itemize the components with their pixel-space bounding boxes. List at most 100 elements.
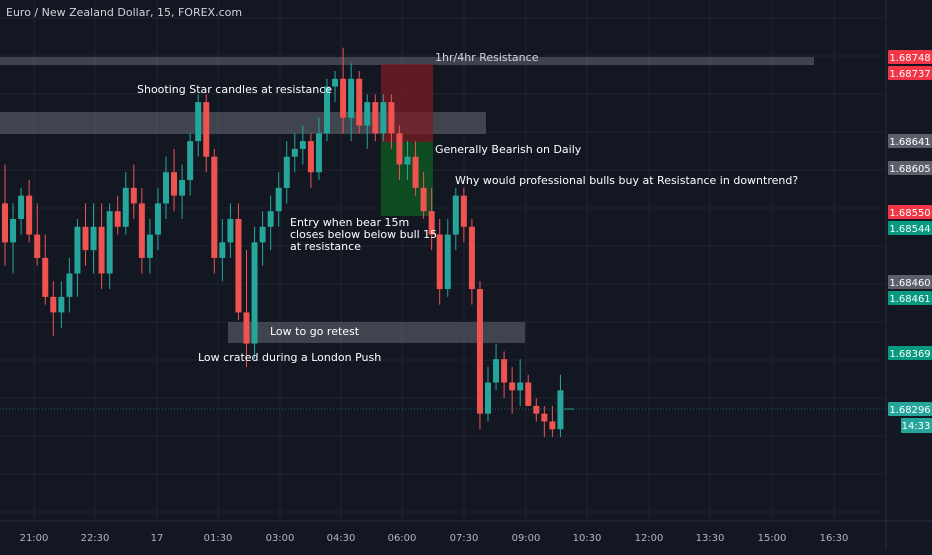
candle[interactable]: [146, 218, 153, 274]
candle-body: [203, 102, 210, 157]
candle[interactable]: [259, 211, 266, 266]
candle[interactable]: [251, 226, 258, 360]
price-scale[interactable]: 1.68748 1.68737 1.68641 1.68605 1.68550 1.685…: [885, 0, 932, 550]
candle[interactable]: [468, 218, 475, 305]
candle[interactable]: [58, 281, 65, 329]
candle[interactable]: [122, 172, 129, 235]
candle[interactable]: [549, 405, 556, 438]
candle[interactable]: [98, 203, 105, 290]
candle[interactable]: [485, 366, 491, 422]
candle-body: [267, 211, 274, 227]
candle[interactable]: [2, 164, 8, 266]
annotation-low-retest: Low to go retest: [270, 325, 360, 338]
candle[interactable]: [525, 374, 532, 406]
candle[interactable]: [10, 203, 17, 274]
candle[interactable]: [412, 141, 419, 196]
candle[interactable]: [517, 359, 524, 406]
candle[interactable]: [420, 172, 427, 219]
candle[interactable]: [436, 218, 443, 305]
candle-body: [428, 211, 435, 235]
candle[interactable]: [452, 187, 459, 251]
candle[interactable]: [501, 351, 508, 399]
candle[interactable]: [541, 405, 548, 438]
candle[interactable]: [348, 63, 355, 142]
candle-body: [388, 102, 395, 134]
candle[interactable]: [396, 125, 403, 181]
candle[interactable]: [227, 203, 234, 258]
candle[interactable]: [106, 203, 113, 290]
candle[interactable]: [82, 203, 89, 266]
candle[interactable]: [476, 281, 483, 430]
candle[interactable]: [388, 94, 395, 149]
candle-body: [243, 312, 250, 344]
candle[interactable]: [26, 180, 33, 243]
candle-body: [485, 382, 491, 414]
candle-body: [533, 405, 540, 414]
candle[interactable]: [460, 187, 467, 243]
candle[interactable]: [380, 94, 387, 142]
time-label: 01:30: [204, 533, 233, 544]
countdown-text: 14:33: [902, 421, 931, 432]
candle[interactable]: [74, 218, 81, 297]
annotation-entry-line3: at resistance: [290, 240, 361, 253]
candle[interactable]: [533, 398, 540, 422]
candle[interactable]: [444, 218, 451, 297]
candle-body: [219, 242, 226, 258]
candle[interactable]: [90, 203, 97, 274]
candle[interactable]: [66, 257, 73, 313]
candle-body: [66, 273, 73, 297]
candle-body: [114, 211, 121, 227]
annotation-low-london: Low crated during a London Push: [198, 351, 381, 364]
candle[interactable]: [195, 94, 202, 157]
price-label: 1.68461: [889, 294, 930, 305]
candle[interactable]: [211, 148, 218, 274]
low-retest-zone[interactable]: [228, 322, 525, 343]
candle[interactable]: [557, 374, 564, 438]
candle-body: [372, 102, 379, 134]
candle[interactable]: [493, 343, 500, 391]
candle[interactable]: [275, 172, 282, 227]
candle-body: [106, 211, 113, 274]
candle[interactable]: [428, 187, 435, 251]
candle[interactable]: [171, 148, 178, 212]
candle[interactable]: [138, 187, 145, 274]
candle[interactable]: [203, 94, 210, 173]
candle-body: [509, 382, 516, 391]
candle[interactable]: [114, 195, 121, 235]
candle[interactable]: [219, 218, 226, 282]
candle[interactable]: [307, 133, 314, 188]
candle[interactable]: [283, 141, 290, 204]
candle[interactable]: [340, 47, 347, 134]
candle-body: [171, 172, 178, 196]
price-label: 1.68550: [889, 208, 930, 219]
candle[interactable]: [315, 117, 322, 181]
resistance-1h4h-zone[interactable]: [0, 57, 814, 65]
candle[interactable]: [130, 164, 137, 219]
price-label: 1.68544: [889, 224, 930, 235]
candle[interactable]: [299, 125, 306, 165]
candle[interactable]: [364, 94, 371, 149]
candle[interactable]: [509, 366, 516, 414]
candle[interactable]: [50, 281, 57, 336]
candle[interactable]: [243, 250, 250, 367]
candle[interactable]: [179, 164, 186, 219]
candle[interactable]: [18, 187, 25, 235]
candle[interactable]: [332, 71, 339, 103]
candle[interactable]: [163, 156, 169, 219]
time-axis[interactable]: 21:00 22:30 17 01:30 03:00 04:30 06:00 07:30 09:…: [0, 520, 932, 544]
candle[interactable]: [235, 203, 242, 321]
candle-body: [332, 78, 339, 87]
candle[interactable]: [291, 133, 298, 173]
candle[interactable]: [267, 195, 274, 251]
candle[interactable]: [372, 94, 379, 142]
candle[interactable]: [404, 141, 411, 181]
candle[interactable]: [187, 133, 194, 196]
candle[interactable]: [34, 203, 41, 266]
candle[interactable]: [42, 234, 49, 305]
candle[interactable]: [324, 78, 330, 142]
candle-body: [82, 226, 89, 251]
candle[interactable]: [356, 71, 363, 134]
candle[interactable]: [154, 187, 161, 251]
